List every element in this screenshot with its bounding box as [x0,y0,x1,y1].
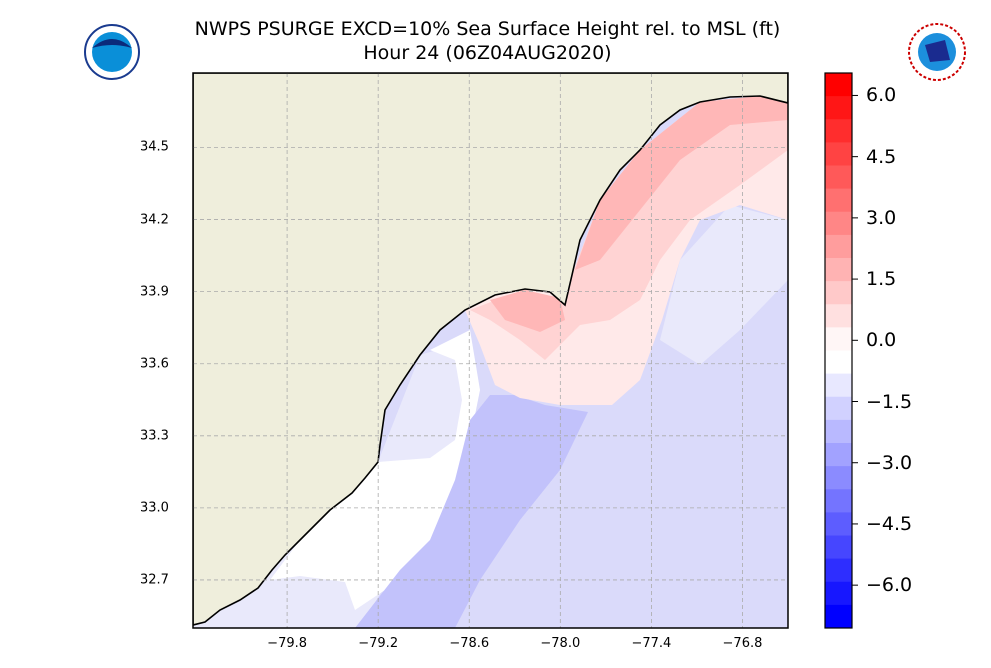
surge-contour-white [270,330,480,610]
colorbar-band [825,512,852,536]
colorbar-tick-label: −1.5 [866,390,913,413]
lat-tick-label: 33.6 [140,356,169,372]
colorbar-band [825,142,852,166]
map-title: NWPS PSURGE EXCD=10% Sea Surface Height … [194,18,781,40]
colorbar-tick-label: 3.0 [866,206,897,229]
colorbar-band [825,281,852,305]
land [193,73,788,626]
surge-contour-rose [470,102,788,360]
colorbar-band [825,119,852,143]
noaa-logo [84,24,140,80]
colorbar-band [825,419,852,444]
colorbar-tick-label: 1.5 [866,268,897,291]
gridlines [193,73,788,628]
lat-tick-label: 34.2 [140,212,169,228]
colorbar-band [825,558,852,583]
colorbar-band [825,350,852,375]
lon-tick-label: −77.4 [631,636,672,651]
nws-logo [908,23,966,81]
colorbar-band [825,604,852,629]
colorbar-tick-label: 4.5 [866,145,897,168]
lat-tick-label: 32.7 [140,572,169,588]
lon-tick-label: −76.8 [722,636,763,651]
colorbar-band [825,535,852,560]
surge-contour-mid-blue [355,395,588,628]
colorbar-band [825,466,852,490]
colorbar-tick-label: 0.0 [866,329,897,352]
colorbar-tick-label: 6.0 [866,84,897,107]
colorbar-band [825,581,852,606]
colorbar-band [825,73,852,97]
colorbar-tick-label: −4.5 [866,512,913,535]
colorbar-tick-label: −6.0 [866,574,913,597]
lon-tick-label: −78.0 [540,636,581,651]
lat-tick-label: 33.0 [140,500,169,516]
lon-tick-label: −78.6 [449,636,490,651]
colorbar-tick-label: −3.0 [866,451,913,474]
colorbar-band [825,443,852,467]
surge-contour-red [490,96,788,332]
lat-tick-label: 33.3 [140,428,169,444]
colorbar-band [825,234,852,259]
lon-tick-label: −79.8 [267,636,308,651]
colorbar-band [825,211,852,236]
colorbar-band [825,489,852,513]
lat-tick-label: 34.5 [140,139,169,155]
colorbar-frame [824,72,853,629]
colorbar-band [825,188,852,213]
colorbar-band [825,304,852,328]
map-frame [192,72,789,629]
lon-tick-label: −79.2 [358,636,399,651]
colorbar-band [825,396,852,421]
colorbar-band [825,373,852,398]
colorbar-band [825,258,852,282]
colorbar-band [825,327,852,351]
colorbar [825,73,852,629]
lat-tick-label: 33.9 [140,284,169,300]
colorbar-band [825,96,852,120]
colorbar-band [825,165,852,190]
map-subtitle: Hour 24 (06Z04AUG2020) [363,42,612,64]
